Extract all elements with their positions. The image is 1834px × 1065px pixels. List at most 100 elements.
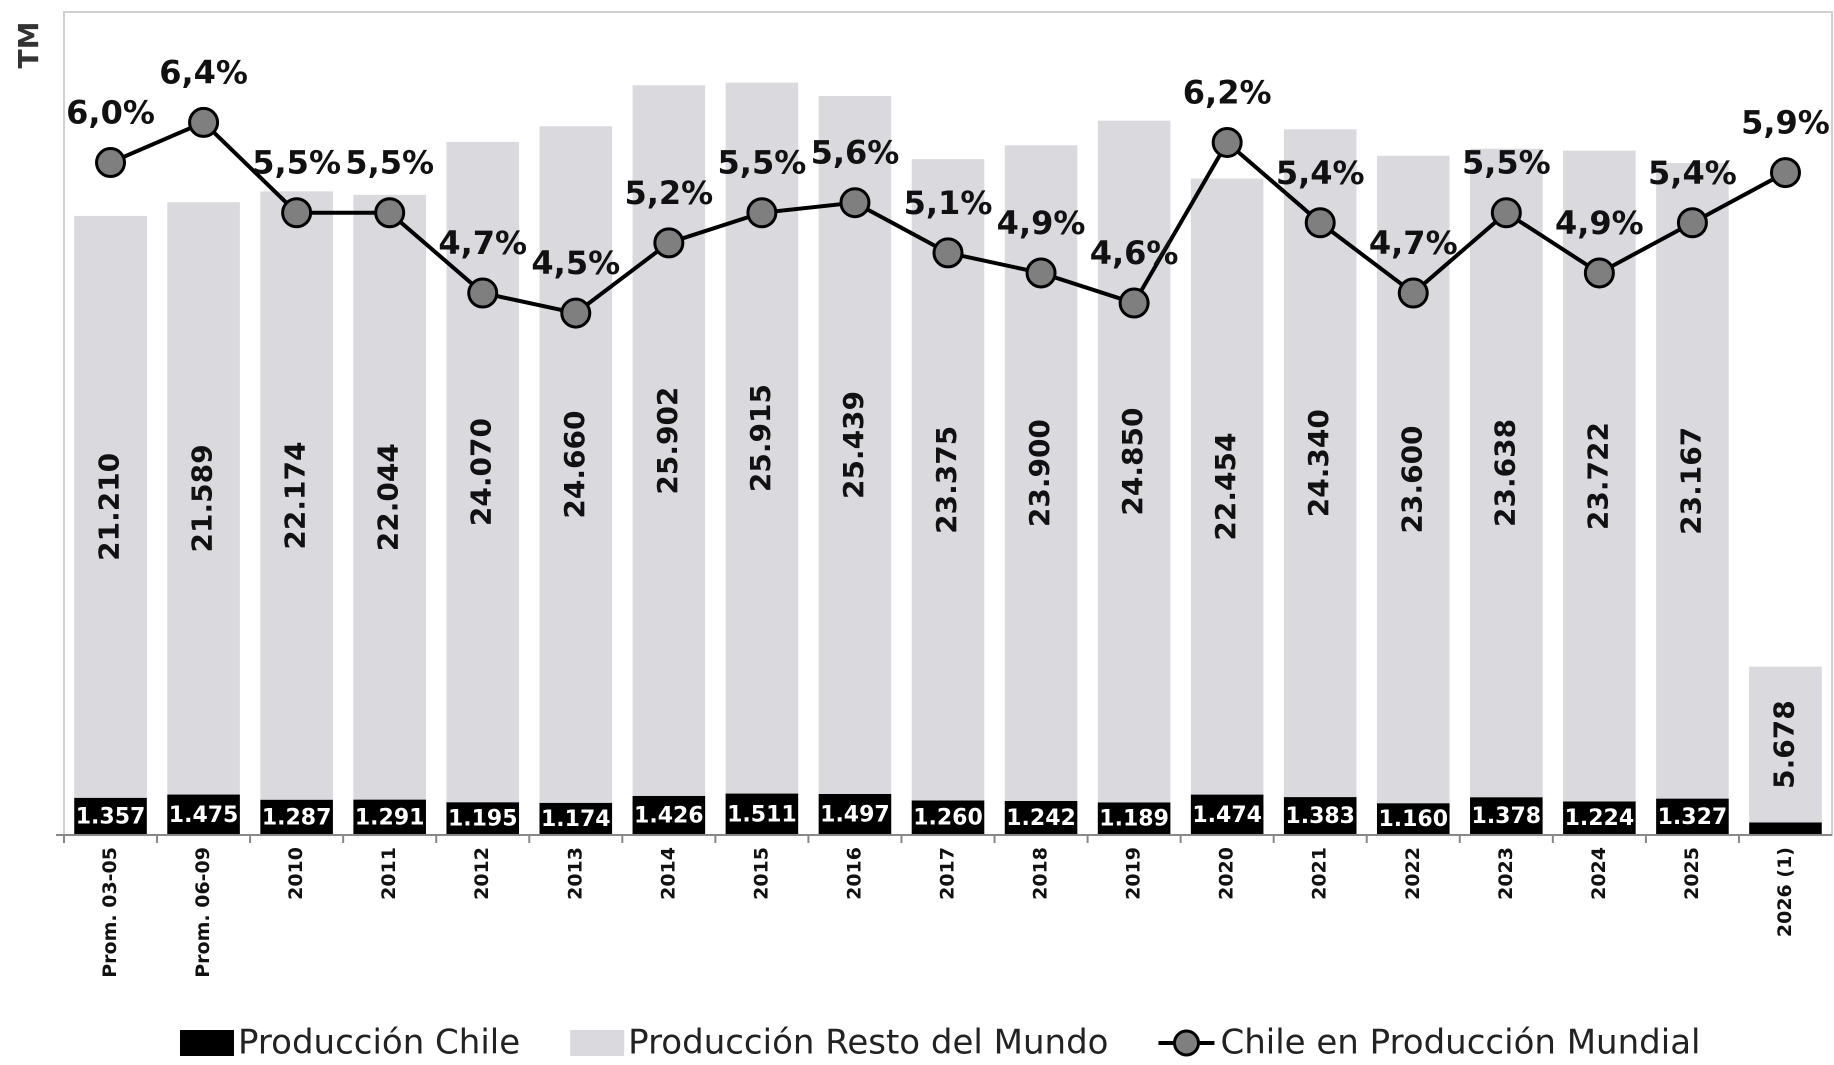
line-marker [932,237,964,269]
data-label: 23.600 [1395,425,1428,533]
bar [1190,794,1264,835]
data-label: 1.475 [169,803,239,828]
data-label: 1.195 [448,807,518,832]
data-label: 21.589 [186,444,219,552]
bar [74,797,147,835]
line-marker [1211,126,1243,158]
data-label: 22.044 [372,443,405,551]
data-label: 1.160 [1378,807,1448,832]
line-marker [1583,257,1615,289]
line-marker [1025,257,1057,289]
data-label: 23.900 [1023,419,1056,527]
data-label: 25.915 [744,384,777,492]
data-label: 25.439 [837,391,870,499]
bar [1656,798,1729,835]
bar [1470,148,1543,798]
x-tick-label: 2021 [1309,847,1331,900]
bar [1004,145,1078,801]
data-label: 22.174 [279,442,312,550]
data-label: 1.383 [1285,804,1355,829]
line-marker [560,297,592,329]
x-tick-label: 2012 [471,847,493,900]
bar [1283,797,1357,835]
data-label: 23.722 [1581,422,1614,530]
data-label: 4,7% [1369,224,1458,262]
data-label: 1.327 [1658,805,1728,830]
line-marker [653,227,685,259]
x-tick-label: 2020 [1216,847,1238,900]
x-tick-label: 2010 [285,847,307,900]
data-label: 5,4% [1276,154,1365,192]
data-label: 1.242 [1006,806,1076,831]
x-tick-label: 2015 [750,847,772,900]
bar [818,793,892,835]
data-label: 23.167 [1674,427,1707,535]
line-marker [1118,287,1150,319]
x-tick-label: 2018 [1030,847,1052,900]
bar [446,141,520,803]
bar [353,799,426,835]
data-label: 21.210 [93,453,126,561]
legend-label: Producción Resto del Mundo [628,1023,1108,1063]
data-label: 5,1% [904,184,993,222]
data-label: 5,9% [1741,104,1830,142]
x-tick-label: 2024 [1588,847,1610,900]
line-marker [1676,207,1708,239]
x-tick-label: 2011 [378,847,400,900]
bar [632,85,706,796]
bar [911,800,985,835]
x-tick-label: Prom. 06-09 [192,847,214,978]
bar [632,795,706,835]
data-label: 5,2% [624,174,713,212]
data-label: 25.902 [651,387,684,495]
data-label: 24.070 [465,418,498,526]
data-label: 1.511 [727,802,797,827]
bar [1376,155,1450,804]
bar [1656,163,1729,799]
x-tick-label: 2026 (1) [1774,847,1796,937]
data-label: 1.291 [355,805,425,830]
bar [1376,803,1450,835]
line-marker [1490,197,1522,229]
legend: Producción Chile Producción Resto del Mun… [180,1023,1700,1063]
bar [1004,800,1078,835]
x-tick-label: 2016 [843,847,865,900]
data-label: 4,5% [531,244,620,282]
x-tick-label: 2013 [564,847,586,900]
line-marker [95,147,127,179]
data-label: 5,5% [345,144,434,182]
line-marker [374,197,406,229]
data-label: 1.260 [913,806,983,831]
bar [539,802,613,835]
data-label: 5,5% [718,144,807,182]
bar [167,794,240,835]
data-label: 1.357 [76,804,146,829]
bar [1470,797,1543,835]
bar [353,194,426,800]
bar [446,802,520,835]
bar [1563,801,1636,835]
bar [260,799,333,835]
line-marker [1304,207,1336,239]
bar [1097,120,1171,803]
legend-label: Producción Chile [238,1023,520,1063]
data-label: 1.474 [1192,803,1262,828]
legend-label: Chile en Producción Mundial [1220,1023,1700,1063]
data-label: 23.375 [930,426,963,534]
data-label: 1.426 [634,803,704,828]
bar [725,793,799,835]
bar [1097,802,1171,835]
data-label: 4,7% [438,224,527,262]
line-marker [467,277,499,309]
data-label: 4,9% [997,204,1086,242]
data-label: 5.678 [1767,700,1800,789]
line-marker [188,106,220,138]
data-label: 22.454 [1209,433,1242,541]
data-label: 23.638 [1488,419,1521,527]
x-tick-label: 2019 [1123,847,1145,900]
bar [167,202,240,795]
bar [1190,178,1264,795]
data-label: 24.850 [1116,407,1149,515]
y-axis-label: TM [12,22,45,69]
